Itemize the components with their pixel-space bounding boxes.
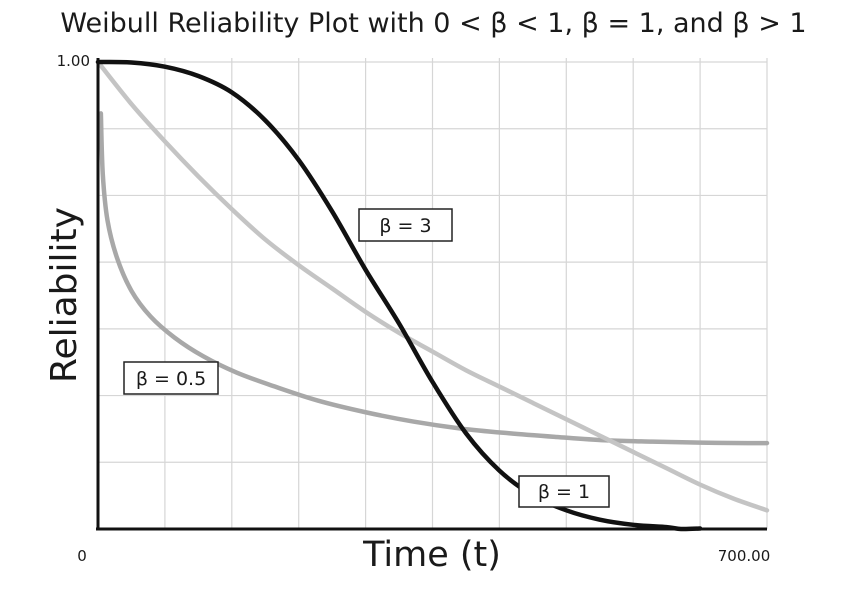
y-axis-label: Reliability — [44, 207, 85, 383]
series-label-beta-3-text: β = 3 — [379, 215, 431, 237]
series-label-beta-3: β = 3 — [358, 208, 453, 242]
x-tick-label-end: 700.00 — [718, 547, 771, 565]
series-label-beta-0-5: β = 0.5 — [123, 361, 219, 395]
series-lines — [95, 59, 770, 532]
axes — [96, 58, 767, 531]
series-line-beta-0-5 — [98, 111, 770, 446]
y-tick-label-top: 1.00 — [57, 52, 90, 70]
chart-title: Weibull Reliability Plot with 0 < β < 1,… — [60, 8, 807, 39]
series-label-beta-0-5-text: β = 0.5 — [136, 368, 206, 390]
series-line-beta-1 — [95, 59, 770, 513]
series-label-beta-1: β = 1 — [518, 475, 610, 508]
series-label-beta-1-text: β = 1 — [538, 481, 590, 503]
x-axis-label: Time (t) — [362, 535, 501, 575]
x-tick-label-start: 0 — [77, 547, 87, 565]
grid — [98, 58, 768, 529]
series-line-beta-3 — [95, 59, 703, 532]
